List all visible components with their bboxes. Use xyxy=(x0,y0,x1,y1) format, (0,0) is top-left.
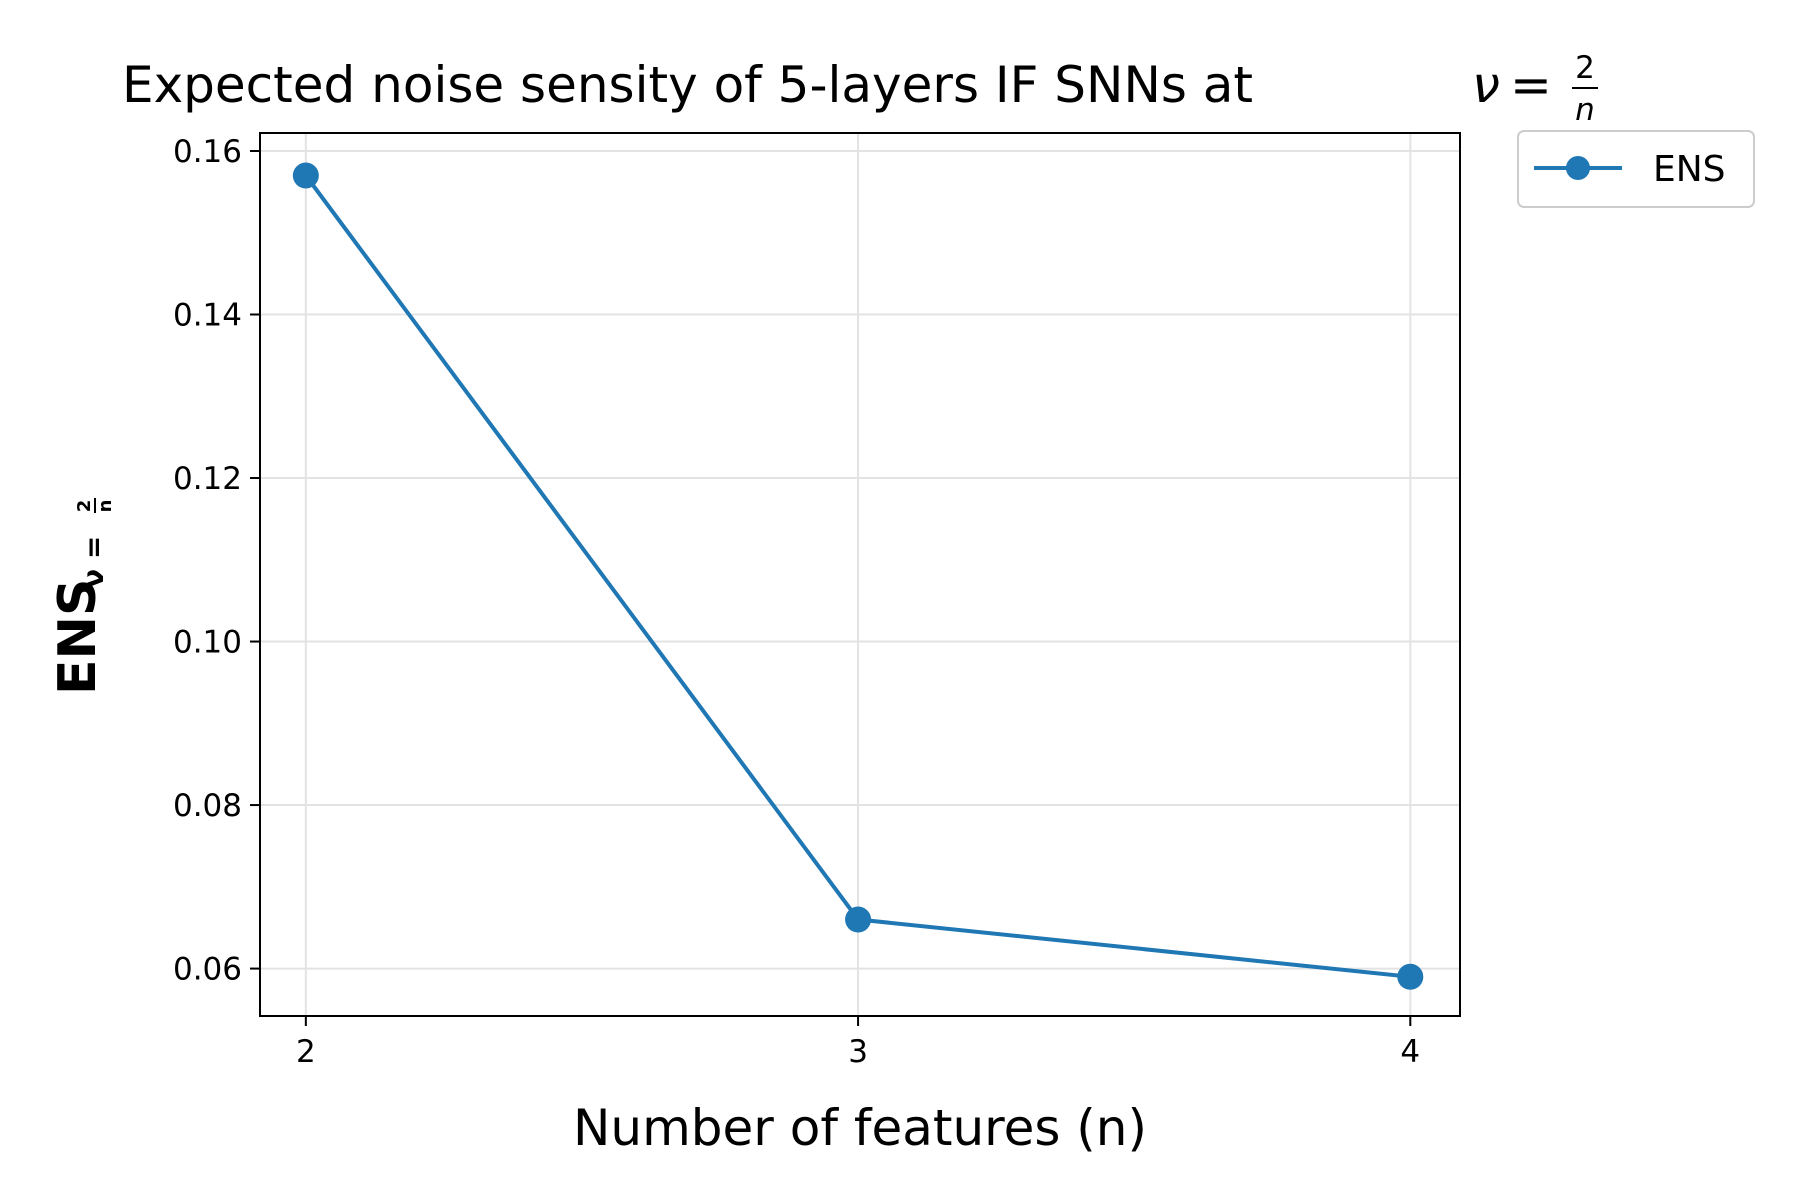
x-tick-label: 2 xyxy=(296,1034,316,1070)
x-tick-label: 3 xyxy=(848,1034,868,1070)
y-tick-label: 0.06 xyxy=(173,952,242,988)
y-tick-label: 0.16 xyxy=(173,134,242,170)
y-tick-label: 0.14 xyxy=(173,298,242,334)
y-axis-label: ENS ν = 2 n xyxy=(48,498,116,695)
data-point xyxy=(292,162,319,189)
plot-frame xyxy=(259,132,1461,1017)
legend: ENS xyxy=(1517,130,1755,208)
y-axis-label-sub-numerator: 2 xyxy=(74,500,95,513)
y-axis-label-main: ENS xyxy=(48,579,108,696)
chart-title: Expected noise sensity of 5-layers IF SN… xyxy=(122,50,1598,128)
y-axis-label-subscript: ν = xyxy=(77,536,110,588)
y-tick-label: 0.10 xyxy=(173,625,242,661)
chart-title-symbol: ν xyxy=(1472,56,1500,114)
y-tick-label: 0.08 xyxy=(173,788,242,824)
legend-box xyxy=(1517,130,1755,208)
y-axis-label-sub-denominator: n xyxy=(95,500,116,513)
y-tick-label: 0.12 xyxy=(173,461,242,497)
series-layer xyxy=(292,162,1424,990)
y-axis: 0.06 0.08 0.10 0.12 0.14 0.16 xyxy=(173,134,260,988)
x-axis: 2 3 4 xyxy=(296,1016,1420,1070)
chart-title-denominator: n xyxy=(1575,92,1595,128)
legend-series-label: ENS xyxy=(1653,149,1726,190)
x-tick-label: 4 xyxy=(1400,1034,1420,1070)
chart-title-equals: = xyxy=(1510,56,1552,114)
grid xyxy=(260,133,1460,1016)
legend-series-marker xyxy=(1566,156,1590,180)
chart-title-numerator: 2 xyxy=(1575,50,1595,86)
x-axis-label: Number of features (n) xyxy=(573,1099,1147,1157)
chart-title-text: Expected noise sensity of 5-layers IF SN… xyxy=(122,56,1253,114)
data-point xyxy=(845,906,872,933)
data-point xyxy=(1397,963,1424,990)
